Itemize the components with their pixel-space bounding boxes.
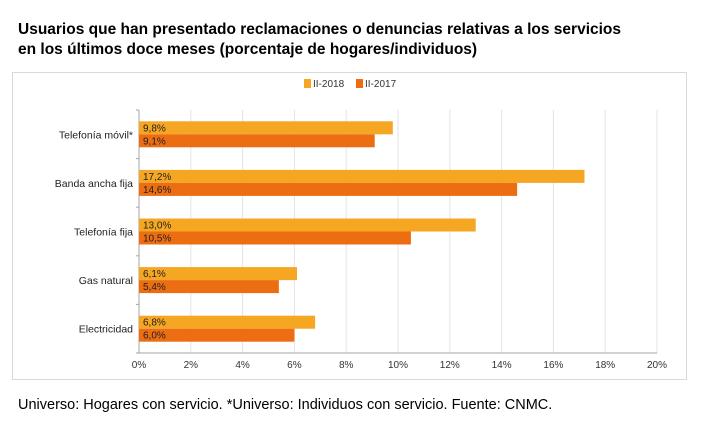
- data-label-ii-2018-banda-ancha-fija: 17,2%: [143, 172, 171, 183]
- x-tick-label-2: 2%: [184, 360, 199, 371]
- data-label-ii-2018-electricidad: 6,8%: [143, 318, 166, 329]
- x-tick-label-10: 10%: [388, 360, 408, 371]
- bar-ii-2018-banda-ancha-fija: [139, 169, 585, 183]
- source-note: Universo: Hogares con servicio. *Univers…: [18, 397, 553, 413]
- category-label-electricidad: Electricidad: [79, 324, 133, 336]
- category-label-banda-ancha-fija: Banda ancha fija: [55, 178, 133, 190]
- bar-ii-2017-electricidad: [139, 328, 295, 342]
- x-tick-label-4: 4%: [235, 360, 250, 371]
- data-label-ii-2017-telefon-a-fija: 10,5%: [143, 234, 171, 245]
- bar-ii-2017-telefon-a-fija: [139, 231, 411, 245]
- chart-title-line-2: en los últimos doce meses (porcentaje de…: [18, 41, 478, 58]
- data-label-ii-2017-telefon-a-m-vil: 9,1%: [143, 136, 166, 147]
- category-label-gas-natural: Gas natural: [79, 275, 133, 287]
- category-label-telefon-a-fija: Telefonía fija: [74, 227, 133, 239]
- data-label-ii-2018-gas-natural: 6,1%: [143, 269, 166, 280]
- data-label-ii-2018-telefon-a-m-vil: 9,8%: [143, 123, 166, 134]
- legend-swatch-ii-2017: [356, 79, 363, 88]
- bar-ii-2018-gas-natural: [139, 267, 297, 281]
- data-label-ii-2017-banda-ancha-fija: 14,6%: [143, 185, 171, 196]
- bar-ii-2018-electricidad: [139, 315, 316, 329]
- bar-ii-2018-telefon-a-fija: [139, 218, 476, 232]
- chart-title-line-1: Usuarios que han presentado reclamacione…: [18, 21, 622, 38]
- category-label-telefon-a-m-vil: Telefonía móvil*: [59, 129, 133, 141]
- x-tick-label-0: 0%: [132, 360, 147, 371]
- legend-swatch-ii-2018: [304, 79, 311, 88]
- legend-label-ii-2018: II-2018: [313, 79, 345, 90]
- x-tick-label-14: 14%: [492, 360, 512, 371]
- bar-ii-2018-telefon-a-m-vil: [139, 121, 393, 135]
- data-label-ii-2018-telefon-a-fija: 13,0%: [143, 221, 171, 232]
- bar-ii-2017-gas-natural: [139, 280, 279, 294]
- x-tick-label-20: 20%: [647, 360, 667, 371]
- chart-title: Usuarios que han presentado reclamacione…: [18, 20, 698, 60]
- data-label-ii-2017-electricidad: 6,0%: [143, 331, 166, 342]
- x-tick-label-6: 6%: [287, 360, 302, 371]
- legend-label-ii-2017: II-2017: [365, 79, 397, 90]
- x-tick-label-12: 12%: [440, 360, 460, 371]
- x-tick-label-18: 18%: [595, 360, 615, 371]
- x-tick-label-16: 16%: [543, 360, 563, 371]
- bar-ii-2017-telefon-a-m-vil: [139, 134, 375, 148]
- bar-ii-2017-banda-ancha-fija: [139, 182, 518, 196]
- data-label-ii-2017-gas-natural: 5,4%: [143, 282, 166, 293]
- x-tick-label-8: 8%: [339, 360, 354, 371]
